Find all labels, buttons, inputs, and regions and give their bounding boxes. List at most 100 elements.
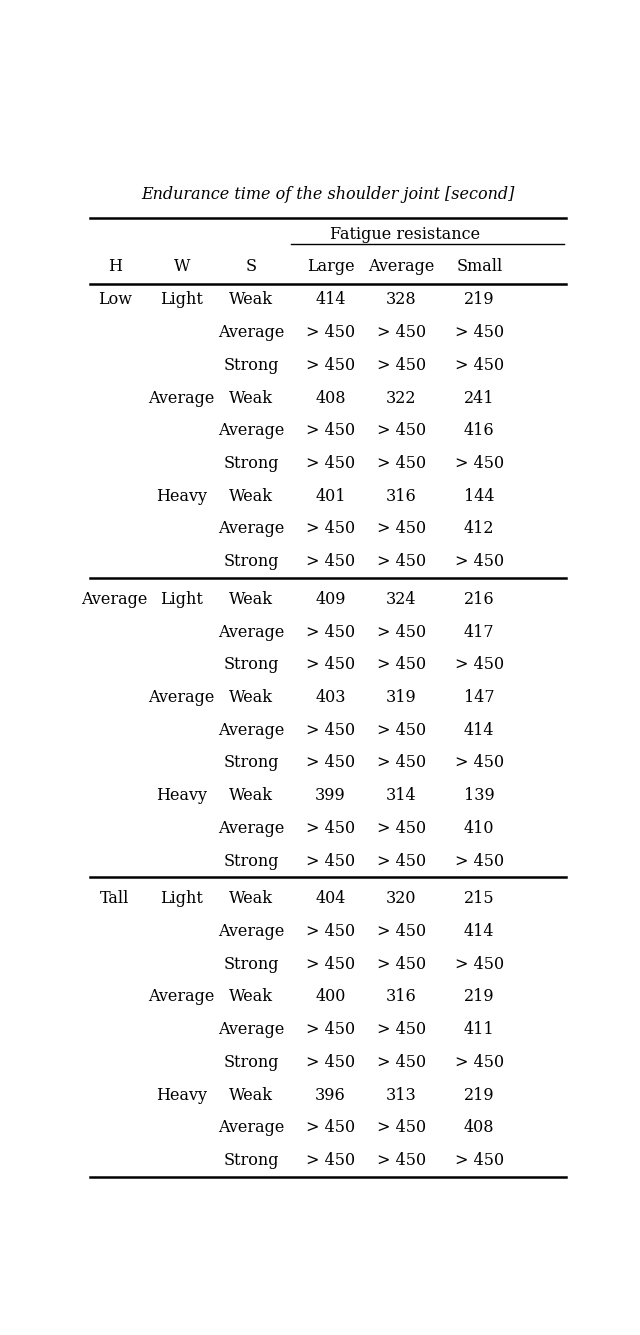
Text: H: H xyxy=(108,258,122,275)
Text: 319: 319 xyxy=(386,689,417,706)
Text: 216: 216 xyxy=(464,591,495,607)
Text: 219: 219 xyxy=(464,291,495,308)
Text: Heavy: Heavy xyxy=(156,788,207,804)
Text: Strong: Strong xyxy=(223,853,279,869)
Text: > 450: > 450 xyxy=(377,922,426,940)
Text: > 450: > 450 xyxy=(454,657,504,673)
Text: > 450: > 450 xyxy=(454,1152,504,1169)
Text: Average: Average xyxy=(218,422,284,439)
Text: > 450: > 450 xyxy=(306,853,355,869)
Text: > 450: > 450 xyxy=(454,1053,504,1071)
Text: Average: Average xyxy=(218,521,284,537)
Text: > 450: > 450 xyxy=(454,455,504,473)
Text: 414: 414 xyxy=(464,922,495,940)
Text: 416: 416 xyxy=(464,422,495,439)
Text: > 450: > 450 xyxy=(306,657,355,673)
Text: Light: Light xyxy=(160,591,203,607)
Text: Strong: Strong xyxy=(223,1053,279,1071)
Text: Average: Average xyxy=(218,1119,284,1136)
Text: > 450: > 450 xyxy=(377,623,426,641)
Text: Weak: Weak xyxy=(229,890,273,908)
Text: 412: 412 xyxy=(464,521,495,537)
Text: Strong: Strong xyxy=(223,356,279,374)
Text: 324: 324 xyxy=(386,591,417,607)
Text: > 450: > 450 xyxy=(377,422,426,439)
Text: > 450: > 450 xyxy=(377,1053,426,1071)
Text: S: S xyxy=(246,258,257,275)
Text: 147: 147 xyxy=(464,689,495,706)
Text: > 450: > 450 xyxy=(306,553,355,570)
Text: > 450: > 450 xyxy=(454,553,504,570)
Text: > 450: > 450 xyxy=(306,521,355,537)
Text: Fatigue resistance: Fatigue resistance xyxy=(330,226,480,243)
Text: Average: Average xyxy=(218,820,284,837)
Text: > 450: > 450 xyxy=(306,623,355,641)
Text: 316: 316 xyxy=(386,487,417,505)
Text: Endurance time of the shoulder joint [second]: Endurance time of the shoulder joint [se… xyxy=(141,186,515,203)
Text: Weak: Weak xyxy=(229,487,273,505)
Text: > 450: > 450 xyxy=(377,657,426,673)
Text: 414: 414 xyxy=(464,722,495,738)
Text: > 450: > 450 xyxy=(306,324,355,342)
Text: Average: Average xyxy=(368,258,435,275)
Text: Heavy: Heavy xyxy=(156,1087,207,1104)
Text: 409: 409 xyxy=(316,591,346,607)
Text: Strong: Strong xyxy=(223,657,279,673)
Text: > 450: > 450 xyxy=(377,553,426,570)
Text: > 450: > 450 xyxy=(306,1119,355,1136)
Text: 314: 314 xyxy=(386,788,417,804)
Text: 322: 322 xyxy=(386,390,417,407)
Text: 408: 408 xyxy=(316,390,346,407)
Text: Weak: Weak xyxy=(229,591,273,607)
Text: 401: 401 xyxy=(316,487,346,505)
Text: 139: 139 xyxy=(464,788,495,804)
Text: > 450: > 450 xyxy=(306,956,355,973)
Text: Light: Light xyxy=(160,890,203,908)
Text: Weak: Weak xyxy=(229,788,273,804)
Text: Strong: Strong xyxy=(223,553,279,570)
Text: 219: 219 xyxy=(464,1087,495,1104)
Text: > 450: > 450 xyxy=(306,356,355,374)
Text: > 450: > 450 xyxy=(377,455,426,473)
Text: > 450: > 450 xyxy=(454,324,504,342)
Text: 328: 328 xyxy=(386,291,417,308)
Text: Average: Average xyxy=(218,1021,284,1039)
Text: 417: 417 xyxy=(464,623,495,641)
Text: 400: 400 xyxy=(316,988,346,1005)
Text: 313: 313 xyxy=(386,1087,417,1104)
Text: > 450: > 450 xyxy=(377,1021,426,1039)
Text: > 450: > 450 xyxy=(377,722,426,738)
Text: > 450: > 450 xyxy=(306,422,355,439)
Text: 414: 414 xyxy=(316,291,346,308)
Text: Heavy: Heavy xyxy=(156,487,207,505)
Text: Average: Average xyxy=(218,922,284,940)
Text: > 450: > 450 xyxy=(454,754,504,772)
Text: Weak: Weak xyxy=(229,390,273,407)
Text: Average: Average xyxy=(218,722,284,738)
Text: > 450: > 450 xyxy=(377,754,426,772)
Text: > 450: > 450 xyxy=(306,754,355,772)
Text: Average: Average xyxy=(148,390,215,407)
Text: > 450: > 450 xyxy=(306,1021,355,1039)
Text: Weak: Weak xyxy=(229,988,273,1005)
Text: > 450: > 450 xyxy=(377,324,426,342)
Text: Tall: Tall xyxy=(100,890,129,908)
Text: Average: Average xyxy=(148,988,215,1005)
Text: Average: Average xyxy=(81,591,148,607)
Text: > 450: > 450 xyxy=(306,1152,355,1169)
Text: Weak: Weak xyxy=(229,1087,273,1104)
Text: Small: Small xyxy=(456,258,502,275)
Text: > 450: > 450 xyxy=(377,356,426,374)
Text: > 450: > 450 xyxy=(306,722,355,738)
Text: 411: 411 xyxy=(464,1021,495,1039)
Text: > 450: > 450 xyxy=(377,1119,426,1136)
Text: > 450: > 450 xyxy=(377,521,426,537)
Text: 215: 215 xyxy=(464,890,495,908)
Text: 144: 144 xyxy=(464,487,495,505)
Text: 408: 408 xyxy=(464,1119,495,1136)
Text: > 450: > 450 xyxy=(454,356,504,374)
Text: W: W xyxy=(173,258,190,275)
Text: 396: 396 xyxy=(315,1087,346,1104)
Text: 219: 219 xyxy=(464,988,495,1005)
Text: 410: 410 xyxy=(464,820,495,837)
